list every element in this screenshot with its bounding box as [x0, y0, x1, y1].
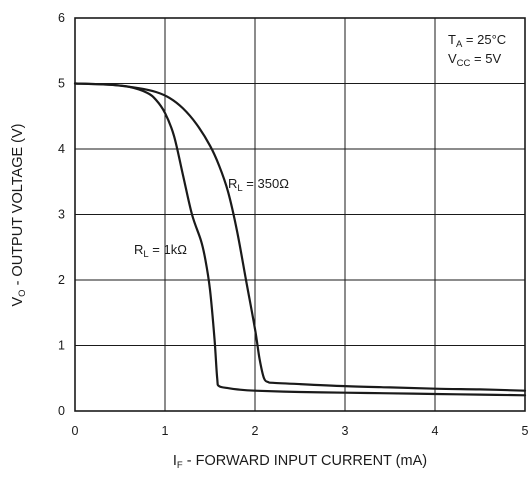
x-tick-label-3: 3 — [342, 424, 349, 438]
series-label-1k-ohm: RL = 1kΩ — [134, 242, 187, 260]
y-tick-labels: 0 1 2 3 4 5 6 — [58, 11, 65, 418]
x-tick-label-1: 1 — [162, 424, 169, 438]
y-tick-label-0: 0 — [58, 404, 65, 418]
y-tick-label-1: 1 — [58, 339, 65, 353]
y-tick-label-2: 2 — [58, 273, 65, 287]
series-layer — [73, 82, 527, 397]
x-tick-label-5: 5 — [522, 424, 529, 438]
y-tick-label-3: 3 — [58, 208, 65, 222]
condition-temperature: TA = 25°C — [448, 32, 506, 50]
x-tick-label-4: 4 — [432, 424, 439, 438]
x-tick-label-0: 0 — [72, 424, 79, 438]
x-tick-label-2: 2 — [252, 424, 259, 438]
grid — [74, 17, 526, 412]
y-tick-label-6: 6 — [58, 11, 65, 25]
y-tick-label-5: 5 — [58, 77, 65, 91]
x-tick-labels: 0 1 2 3 4 5 — [72, 424, 529, 438]
y-tick-label-4: 4 — [58, 142, 65, 156]
x-axis-title: IF - FORWARD INPUT CURRENT (mA) — [173, 453, 427, 471]
y-axis-title: VO - OUTPUT VOLTAGE (V) — [10, 123, 28, 306]
series-line-0 — [73, 82, 527, 392]
series-line-1 — [73, 82, 527, 397]
series-label-350-ohm: RL = 350Ω — [228, 176, 289, 194]
condition-supply-voltage: VCC = 5V — [448, 51, 501, 69]
plot-frame — [74, 17, 526, 412]
